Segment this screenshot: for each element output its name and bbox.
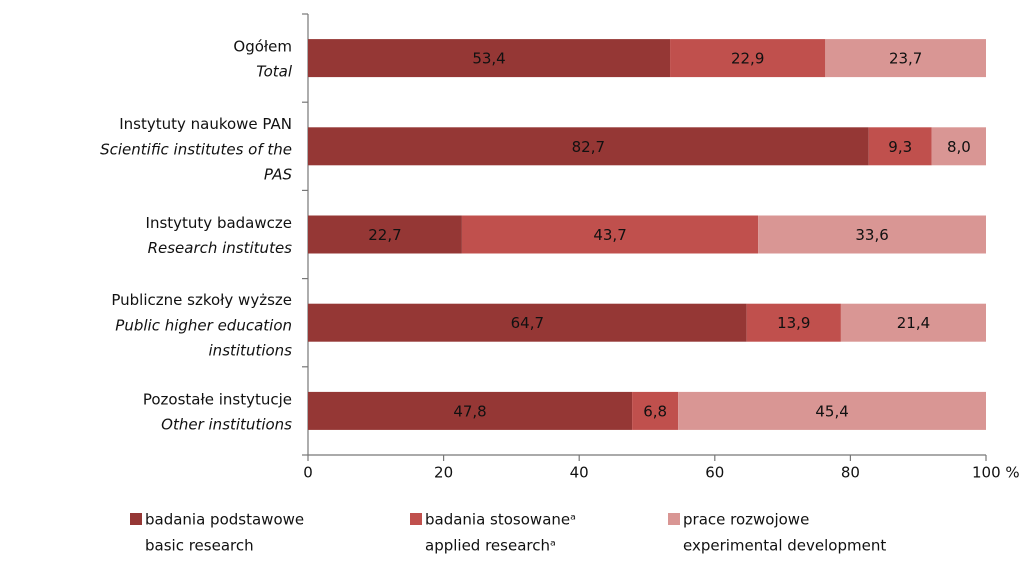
value-label: 22,7 xyxy=(368,226,401,244)
category-label-line: Scientific institutes of the xyxy=(100,140,292,158)
value-label: 6,8 xyxy=(643,402,667,420)
x-tick-label: 0 xyxy=(303,464,313,482)
category-label-en: Public higher education institutions xyxy=(115,316,292,359)
value-label: 13,9 xyxy=(777,314,810,332)
bar-segment xyxy=(308,127,869,166)
x-tick-label: 20 xyxy=(434,464,453,482)
category-label: Instytuty naukowe PAN xyxy=(119,115,292,133)
bar-segment xyxy=(632,391,679,430)
value-label: 22,9 xyxy=(731,50,764,68)
bar-segment xyxy=(308,215,462,254)
legend-label-en: applied researchᵃ xyxy=(425,537,556,555)
bar-segment xyxy=(461,215,759,254)
bar-segment xyxy=(308,391,633,430)
value-label: 8,0 xyxy=(947,138,971,156)
x-tick-label: 100 % xyxy=(972,464,1020,482)
bar-segment xyxy=(746,303,841,342)
legend-swatch xyxy=(130,513,142,525)
legend-label-en: basic research xyxy=(145,537,254,555)
category-label-en: Research institutes xyxy=(148,239,293,257)
category-label: Instytuty badawcze xyxy=(146,214,292,232)
value-label: 64,7 xyxy=(511,314,544,332)
bar-segment xyxy=(308,303,747,342)
category-label-line: institutions xyxy=(204,341,292,359)
category-label: Publiczne szkoły wyższe xyxy=(111,291,292,309)
value-label: 21,4 xyxy=(897,314,930,332)
legend-label: badania podstawowe xyxy=(145,511,304,529)
legend-label-en: experimental development xyxy=(683,537,886,555)
value-label: 45,4 xyxy=(815,402,848,420)
legend-label: prace rozwojowe xyxy=(683,511,809,529)
bar-segment xyxy=(931,127,986,166)
legend-swatch xyxy=(668,513,680,525)
legend-swatch xyxy=(410,513,422,525)
bar-segment xyxy=(678,391,986,430)
x-tick-label: 60 xyxy=(705,464,724,482)
value-label: 82,7 xyxy=(572,138,605,156)
bar-segment xyxy=(758,215,986,254)
value-label: 43,7 xyxy=(593,226,626,244)
x-tick-label: 40 xyxy=(570,464,589,482)
value-label: 23,7 xyxy=(889,50,922,68)
value-label: 47,8 xyxy=(453,402,486,420)
bar-segment xyxy=(670,39,826,78)
x-tick-label: 80 xyxy=(841,464,860,482)
legend-label: badania stosowaneᵃ xyxy=(425,511,576,529)
value-label: 33,6 xyxy=(855,226,888,244)
category-label-line: Public higher education xyxy=(115,316,292,334)
value-label: 9,3 xyxy=(888,138,912,156)
bar-segment xyxy=(825,39,986,78)
category-label: Pozostałe instytucje xyxy=(143,390,292,408)
category-label: Ogółem xyxy=(233,38,292,56)
bar-segment xyxy=(868,127,932,166)
bar-segment xyxy=(840,303,986,342)
category-label-line: PAS xyxy=(259,165,292,183)
value-label: 53,4 xyxy=(472,50,505,68)
category-label-en: Other institutions xyxy=(161,415,292,433)
category-label-en: Total xyxy=(256,63,293,81)
bar-segment xyxy=(308,39,671,78)
category-label-en: Scientific institutes of the PAS xyxy=(100,140,292,183)
